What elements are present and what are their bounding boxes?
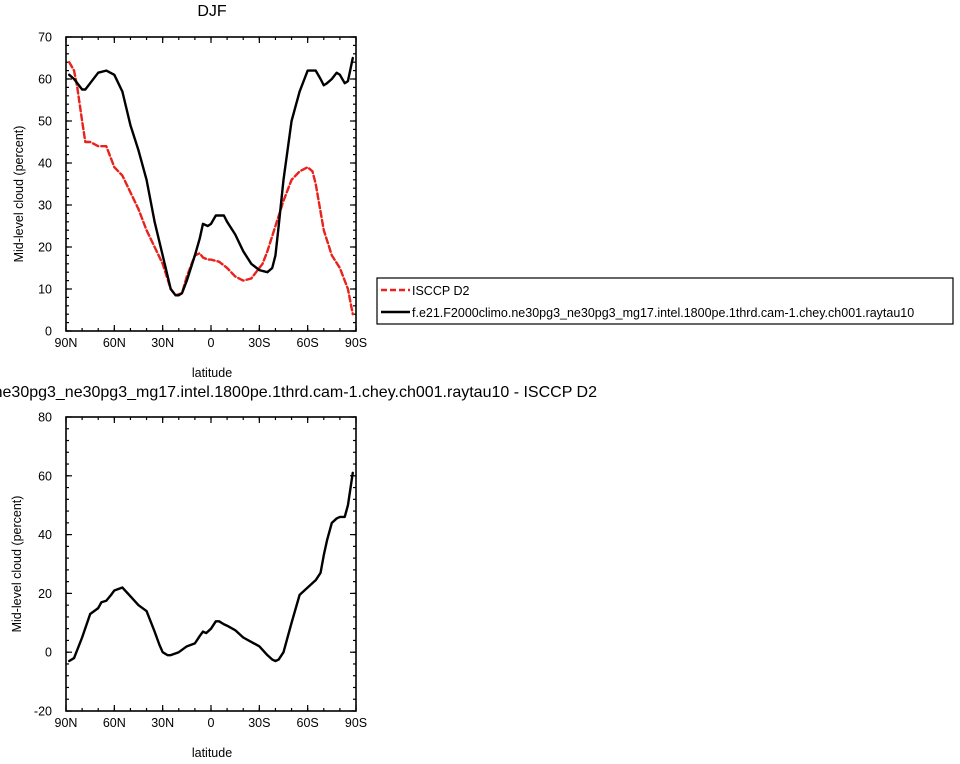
bottom-panel-ytick-label: 40 <box>38 528 52 542</box>
top-panel-title: DJF <box>197 3 227 20</box>
top-panel: DJF Mid-level cloud (percent) latitude 9… <box>12 3 367 380</box>
bottom-panel-title: f.e21.F2000climo.ne30pg3_ne30pg3_mg17.in… <box>0 384 597 401</box>
top-panel-xtick-label: 90N <box>55 336 78 350</box>
bottom-panel-xtick-label: 30N <box>151 716 174 730</box>
bottom-panel-ytick-label: -20 <box>34 705 52 719</box>
legend-label-isccp: ISCCP D2 <box>412 284 469 298</box>
legend-label-model: f.e21.F2000climo.ne30pg3_ne30pg3_mg17.in… <box>412 306 914 320</box>
top-panel-ytick-label: 20 <box>38 241 52 255</box>
top-panel-ytick-label: 50 <box>38 115 52 129</box>
bottom-panel-x-axis-label: latitude <box>192 746 232 760</box>
top-panel-xtick-label: 0 <box>208 336 215 350</box>
top-panel-series-line-0 <box>68 61 354 316</box>
top-panel-ytick-label: 10 <box>38 283 52 297</box>
bottom-panel-ytick-label: 20 <box>38 587 52 601</box>
top-panel-y-axis-label: Mid-level cloud (percent) <box>12 126 26 263</box>
top-panel-xtick-label: 60S <box>297 336 319 350</box>
bottom-panel-xtick-label: 60N <box>103 716 126 730</box>
top-panel-ytick-label: 30 <box>38 199 52 213</box>
bottom-panel-xtick-label: 90N <box>55 716 78 730</box>
bottom-panel: f.e21.F2000climo.ne30pg3_ne30pg3_mg17.in… <box>0 384 597 760</box>
top-panel-xtick-label: 60N <box>103 336 126 350</box>
bottom-panel-xtick-label: 0 <box>208 716 215 730</box>
bottom-panel-plot-frame <box>65 416 357 712</box>
bottom-panel-series-line-0 <box>68 471 354 663</box>
top-panel-series-line-1 <box>68 56 354 297</box>
bottom-panel-ytick-label: 0 <box>45 646 52 660</box>
top-panel-plot-frame <box>65 36 357 332</box>
bottom-panel-ytick-label: 80 <box>38 411 52 425</box>
top-panel-ytick-label: 60 <box>38 73 52 87</box>
legend: ISCCP D2 f.e21.F2000climo.ne30pg3_ne30pg… <box>376 277 954 325</box>
top-panel-ytick-label: 70 <box>38 31 52 45</box>
bottom-panel-y-axis-label: Mid-level cloud (percent) <box>10 496 24 633</box>
bottom-panel-xtick-label: 90S <box>345 716 367 730</box>
top-panel-xtick-label: 90S <box>345 336 367 350</box>
bottom-panel-xtick-label: 30S <box>248 716 270 730</box>
top-panel-ytick-label: 0 <box>45 325 52 339</box>
top-panel-xtick-label: 30N <box>151 336 174 350</box>
top-panel-x-axis-label: latitude <box>192 366 232 380</box>
bottom-panel-xtick-label: 60S <box>297 716 319 730</box>
bottom-panel-ytick-label: 60 <box>38 469 52 483</box>
legend-box <box>376 277 954 325</box>
top-panel-xtick-label: 30S <box>248 336 270 350</box>
top-panel-ytick-label: 40 <box>38 157 52 171</box>
